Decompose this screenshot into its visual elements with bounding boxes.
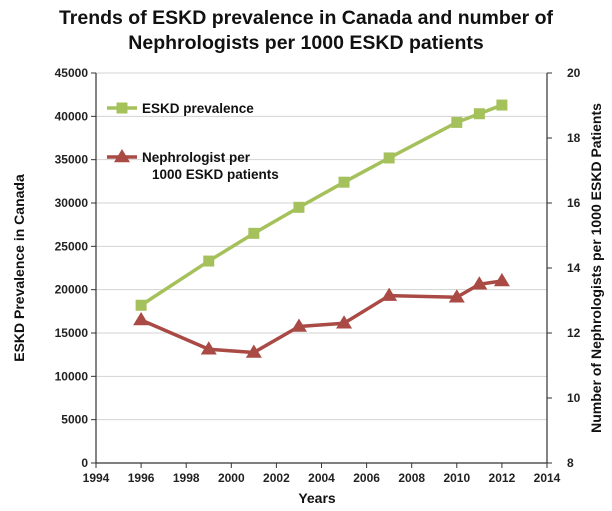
series-0-point-6: [451, 116, 463, 128]
right-y-tick-label-3: 14: [567, 261, 581, 275]
left-y-axis-title: ESKD Prevalence in Canada: [11, 174, 27, 362]
right-y-tick-label-5: 18: [567, 131, 581, 145]
x-tick-label-6: 2006: [353, 471, 380, 485]
series-1-point-1: [200, 341, 217, 355]
series-0-point-7: [473, 108, 485, 120]
series-1-point-6: [448, 289, 465, 303]
axes: [95, 73, 548, 464]
right-y-tick-label-4: 16: [567, 196, 581, 210]
right-y-tick-label-6: 20: [567, 66, 581, 80]
series-1-point-3: [290, 318, 307, 332]
left-y-tick-label-0: 0: [81, 456, 88, 470]
legend-label-0: ESKD prevalence: [142, 101, 254, 116]
series-0-point-0: [135, 299, 147, 311]
chart-title-line-2: Nephrologists per 1000 ESKD patients: [128, 32, 484, 54]
x-tick-label-9: 2012: [489, 471, 516, 485]
legend-item-0: ESKD prevalence: [107, 101, 254, 116]
series-1-point-0: [133, 312, 150, 326]
left-y-tick-label-1: 5000: [61, 413, 88, 427]
left-y-tick-label-9: 45000: [55, 66, 89, 80]
legend-label-1-line-1: 1000 ESKD patients: [152, 167, 279, 182]
right-y-tick-label-2: 12: [567, 326, 581, 340]
series-0-point-3: [293, 201, 305, 213]
x-tick-label-1: 1996: [128, 471, 155, 485]
left-y-tick-label-8: 40000: [55, 109, 89, 123]
left-y-tick-label-7: 35000: [55, 153, 89, 167]
chart-title-line-1: Trends of ESKD prevalence in Canada and …: [58, 7, 554, 29]
series-0-point-2: [248, 227, 260, 239]
series-1-line: [140, 279, 503, 355]
x-tick-label-8: 2010: [443, 471, 470, 485]
left-y-tick-label-3: 15000: [55, 326, 89, 340]
series-1-point-8: [493, 273, 510, 287]
x-tick-label-7: 2008: [398, 471, 425, 485]
right-y-tick-label-0: 8: [567, 456, 574, 470]
right-y-axis-ticks: 8 10 12 14 16 18 20: [547, 66, 581, 470]
x-tick-label-5: 2004: [308, 471, 335, 485]
series-0-point-1: [203, 255, 215, 267]
series-1-point-5: [381, 287, 398, 301]
chart-title: Trends of ESKD prevalence in Canada and …: [0, 6, 612, 56]
series-1: [133, 273, 510, 358]
x-axis-ticks: 1994 1996 1998 2000 2002 2004 2006 2008 2010 2012…: [83, 463, 561, 485]
x-tick-label-4: 2002: [263, 471, 290, 485]
left-y-tick-label-6: 30000: [55, 196, 89, 210]
left-y-axis-ticks: 0 5000 10000 15000 20000 25000 30000 35000 40000…: [55, 66, 96, 470]
x-tick-label-0: 1994: [83, 471, 110, 485]
series-0-point-5: [383, 152, 395, 164]
right-y-axis-title: Number of Nephrologists per 1000 ESKD Pa…: [588, 103, 604, 433]
series-0-line: [140, 103, 503, 307]
series-1-point-2: [245, 344, 262, 358]
series-0-point-8: [496, 99, 508, 111]
legend-swatch-marker-0: [116, 102, 128, 114]
left-y-tick-label-4: 20000: [55, 283, 89, 297]
legend-label-1: Nephrologist per 1000 ESKD patients: [142, 150, 279, 182]
left-y-tick-label-2: 10000: [55, 369, 89, 383]
legend: ESKD prevalence Nephrologist per 1000 ESKD…: [107, 101, 279, 182]
series-0-point-4: [338, 176, 350, 188]
x-tick-label-3: 2000: [218, 471, 245, 485]
legend-label-1-line-0: Nephrologist per: [142, 150, 251, 165]
legend-label-0-line-0: ESKD prevalence: [142, 101, 254, 116]
series-group: [133, 99, 510, 358]
x-tick-label-2: 1998: [173, 471, 200, 485]
legend-item-1: Nephrologist per 1000 ESKD patients: [107, 149, 279, 182]
series-0: [135, 99, 508, 311]
x-axis-title: Years: [298, 490, 336, 506]
x-tick-label-10: 2014: [534, 471, 561, 485]
legend-swatch-marker-1: [114, 149, 130, 163]
gridlines: [96, 72, 547, 421]
series-1-point-4: [336, 315, 353, 329]
left-y-tick-label-5: 25000: [55, 239, 89, 253]
series-1-point-7: [471, 276, 488, 290]
right-y-tick-label-1: 10: [567, 391, 581, 405]
